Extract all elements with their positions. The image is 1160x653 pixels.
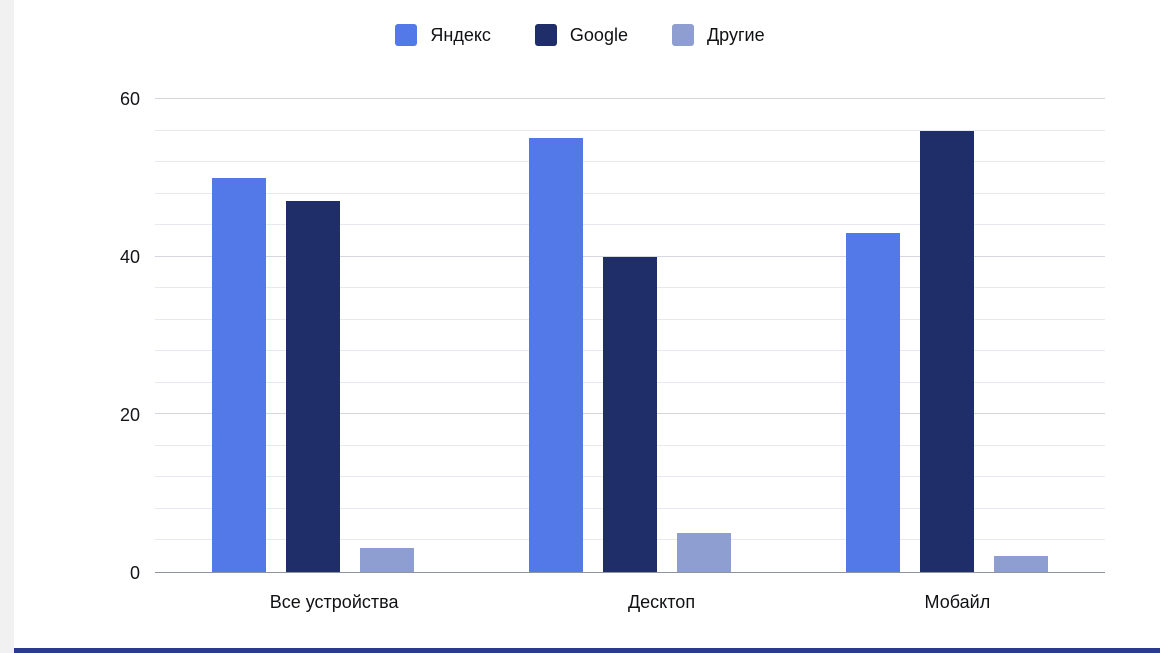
y-tick-label: 20	[119, 405, 140, 426]
x-axis-labels: Все устройства Десктоп Мобайл	[155, 592, 1105, 613]
y-tick-label: 40	[119, 247, 140, 268]
chart-body: 0 20 40 60	[0, 90, 1160, 582]
legend-label: Яндекс	[430, 25, 491, 45]
gridline-major	[155, 255, 1105, 257]
bottom-accent-bar	[14, 648, 1160, 653]
plot-area	[155, 98, 1105, 573]
bar-google	[919, 130, 974, 572]
gridline-major	[155, 98, 1105, 99]
bar-google	[602, 256, 657, 572]
legend-label: Google	[569, 25, 628, 45]
bar-другие	[360, 548, 415, 572]
y-tick-label: 0	[129, 563, 140, 583]
legend-item-3[interactable]: Другие	[671, 24, 765, 46]
legend-swatch-icon	[671, 24, 694, 46]
gridline-minor	[155, 192, 1105, 194]
page-left-margin	[0, 0, 14, 653]
bar-яндекс	[845, 233, 900, 572]
bar-яндекс	[212, 177, 267, 572]
bar-groups	[155, 99, 1105, 572]
legend-item-1[interactable]: Яндекс	[395, 24, 491, 46]
legend-item-2[interactable]: Google	[534, 24, 628, 46]
gridline-minor	[155, 129, 1105, 131]
y-axis-ticks: 0 20 40 60	[0, 90, 148, 582]
bar-google	[286, 201, 341, 572]
gridline-minor	[155, 161, 1105, 163]
bar-другие	[676, 532, 731, 572]
bar-group-2	[528, 99, 731, 572]
bar-яндекс	[528, 138, 583, 572]
x-category-label-2: Десктоп	[627, 592, 696, 612]
bar-group-3	[845, 99, 1048, 572]
legend-swatch-icon	[395, 24, 418, 46]
x-category-label-1: Все устройства	[269, 592, 399, 612]
gridline-minor	[155, 224, 1105, 226]
legend-swatch-icon	[534, 24, 557, 46]
y-tick-label: 60	[119, 89, 140, 109]
legend-label: Другие	[706, 25, 765, 45]
chart-legend: Яндекс Google Другие	[0, 24, 1160, 46]
x-category-label-3: Мобайл	[924, 592, 991, 612]
bar-другие	[993, 556, 1048, 572]
bar-group-1	[212, 99, 415, 572]
